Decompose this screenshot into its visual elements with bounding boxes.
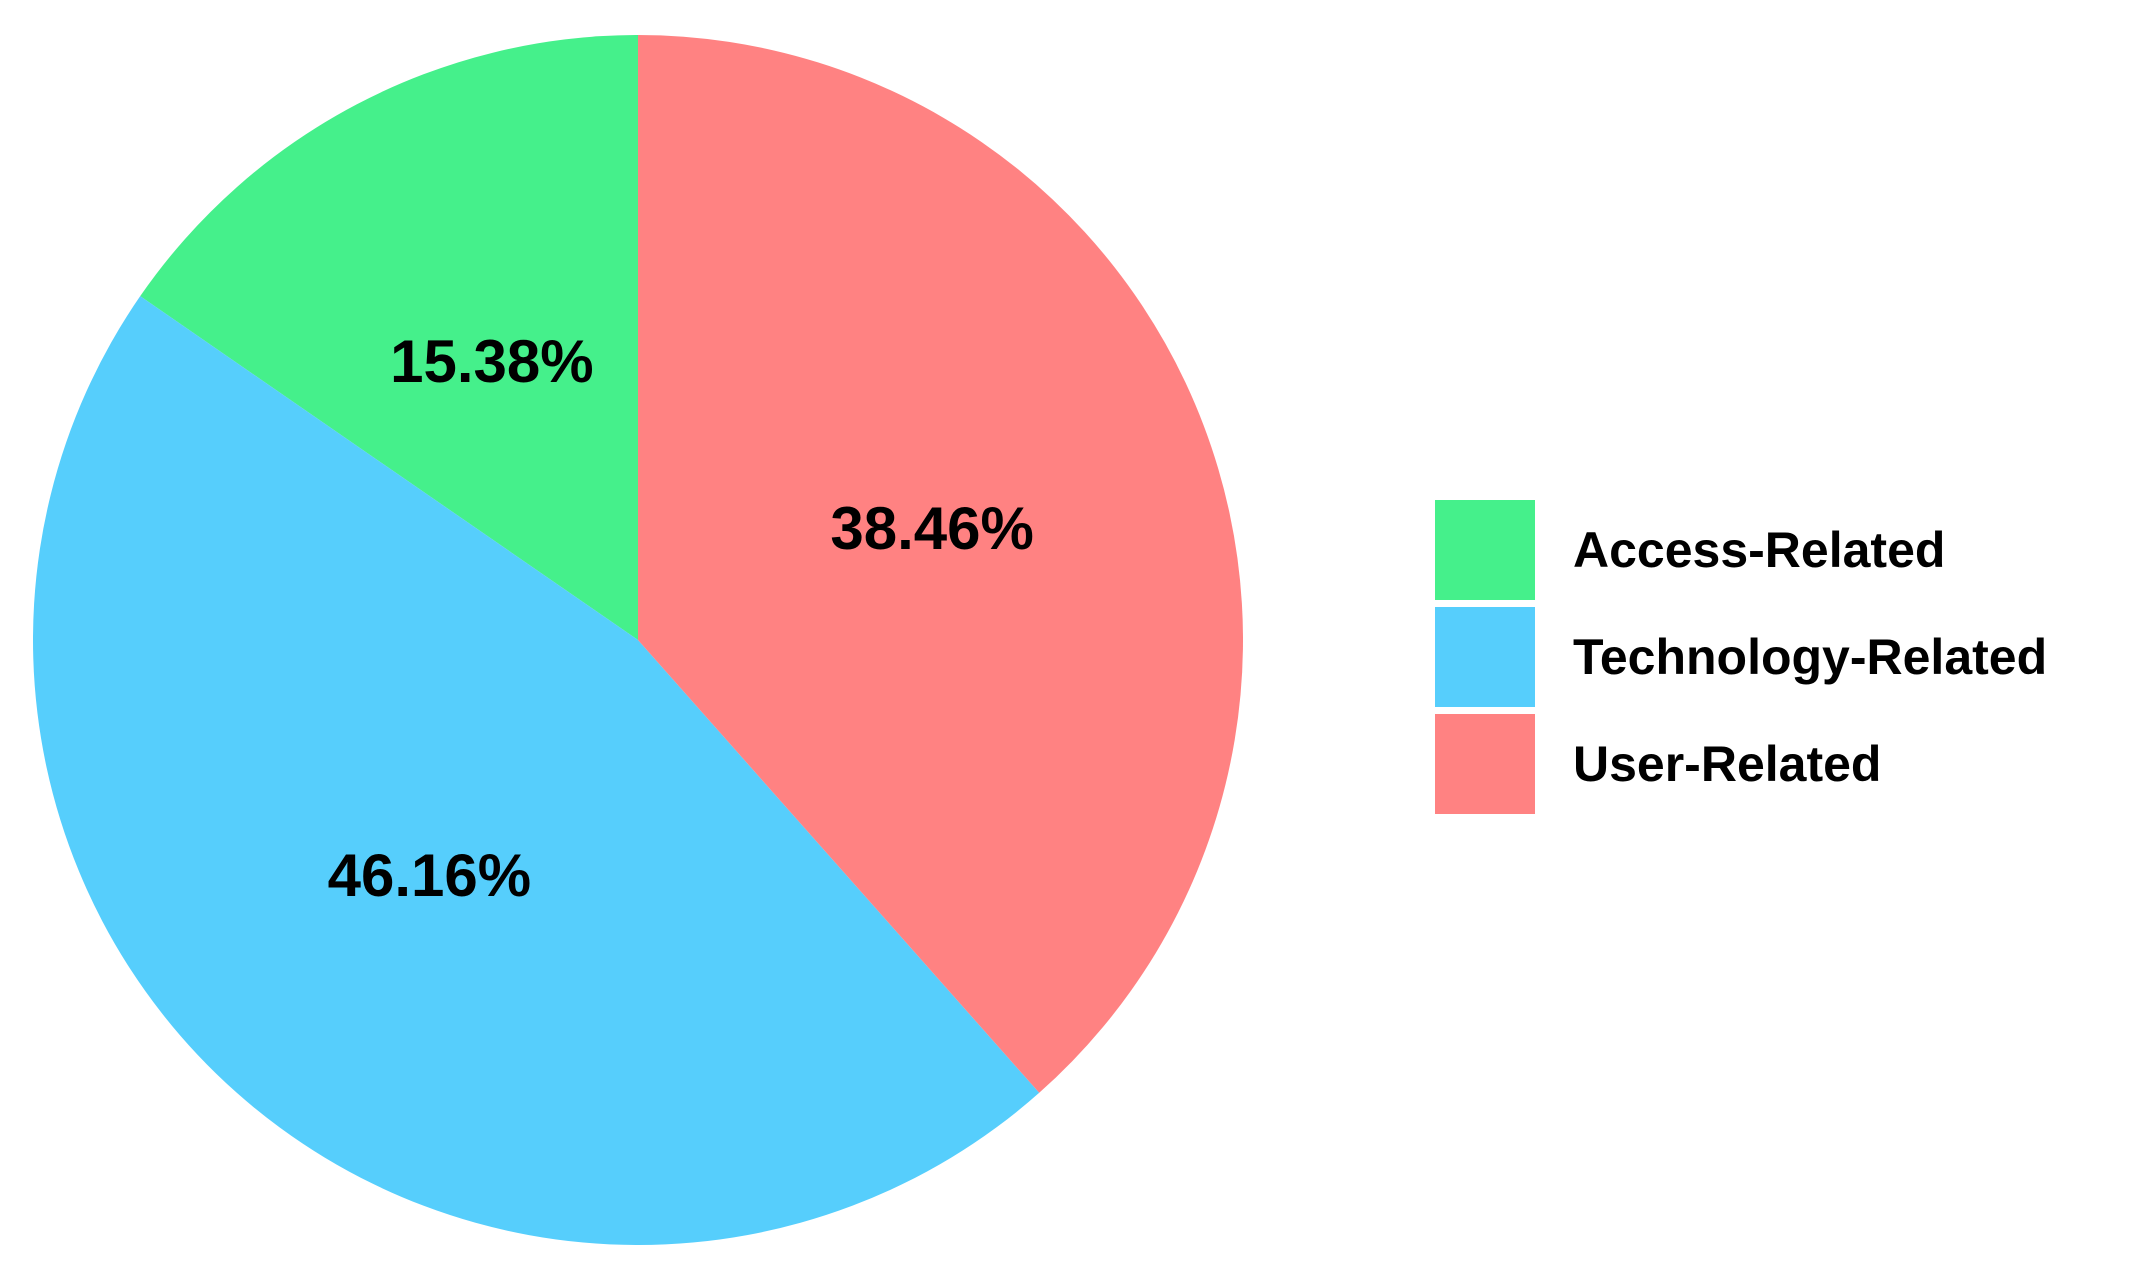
legend-label-user-related: User-Related bbox=[1573, 736, 1881, 792]
legend-key-technology-related bbox=[1435, 607, 1535, 707]
pie-slice-labels: 15.38% 46.16% 38.46% bbox=[328, 328, 1034, 909]
slice-label-technology-related: 46.16% bbox=[328, 842, 532, 909]
slice-label-access-related: 15.38% bbox=[390, 328, 594, 395]
legend-key-access-related bbox=[1435, 500, 1535, 600]
slice-label-user-related: 38.46% bbox=[830, 495, 1034, 562]
legend-label-technology-related: Technology-Related bbox=[1573, 629, 2047, 685]
legend-key-user-related bbox=[1435, 714, 1535, 814]
pie-slice-user-related bbox=[638, 35, 1243, 1093]
legend: Access-Related Technology-Related User-Rel… bbox=[1435, 500, 2047, 814]
legend-label-access-related: Access-Related bbox=[1573, 522, 1945, 578]
pie-slice-access-related bbox=[140, 35, 638, 640]
pie-slice-technology-related bbox=[32, 296, 1040, 1245]
pie-slices bbox=[32, 35, 1243, 1245]
